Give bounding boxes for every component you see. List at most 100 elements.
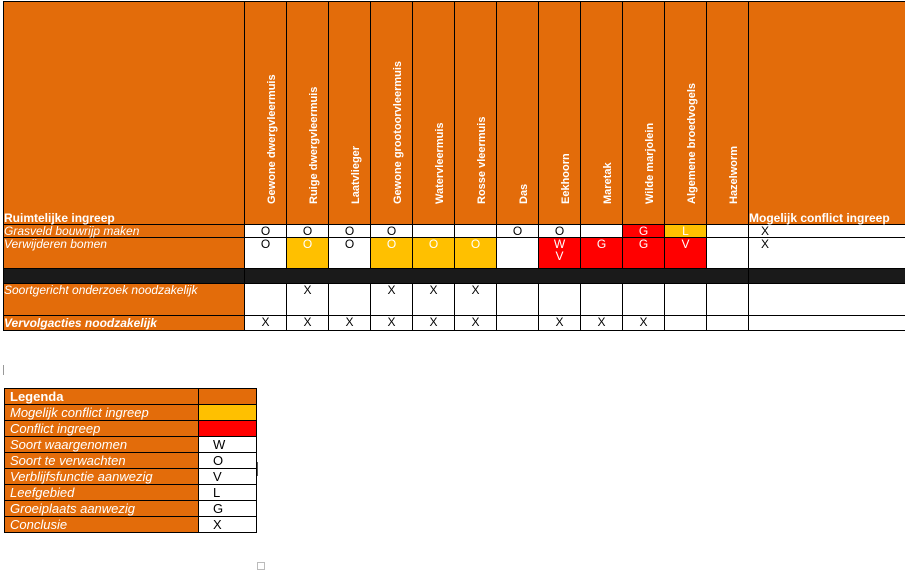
legend-value: G: [198, 500, 257, 517]
species-label: Eekhoorn: [559, 153, 572, 204]
table-cell: O: [286, 224, 329, 238]
legend-value: W: [198, 436, 257, 453]
table-cell: [580, 283, 623, 316]
table-cell: [706, 237, 749, 269]
header-species-1: Gewone dwergvleermuis: [244, 1, 287, 225]
species-label: Das: [517, 183, 530, 204]
legend-row: Conflict ingreep: [4, 420, 257, 437]
table-cell: X: [622, 315, 665, 331]
table-cell: X: [286, 283, 329, 316]
header-species-10: Wilde marjolein: [622, 1, 665, 225]
header-species-3: Laatvlieger: [328, 1, 371, 225]
table-cell: O: [328, 237, 371, 269]
table-row: Verwijderen bomen O O O O O O W V G G V …: [3, 237, 905, 269]
table-cell: [706, 224, 749, 238]
separator-cell: [3, 268, 245, 284]
legend-label: Soort te verwachten: [4, 452, 199, 469]
table-cell: X: [370, 315, 413, 331]
legend-label: Conclusie: [4, 516, 199, 533]
legend-header-row: Legenda: [4, 388, 257, 405]
table-cell: X: [286, 315, 329, 331]
table-cell: X: [454, 283, 497, 316]
table-cell: L: [664, 224, 707, 238]
header-species-9: Maretak: [580, 1, 623, 225]
table-cell: X: [370, 283, 413, 316]
table-row: Soortgericht onderzoek noodzakelijk X X …: [3, 283, 905, 316]
table-row: Vervolgacties noodzakelijk X X X X X X X…: [3, 315, 905, 331]
species-label: Laatvlieger: [349, 145, 362, 204]
legend-label: Soort waargenomen: [4, 436, 199, 453]
separator-row: [3, 268, 905, 284]
table-cell: X: [412, 283, 455, 316]
legend-label: Mogelijk conflict ingreep: [4, 404, 199, 421]
table-cell: [454, 224, 497, 238]
table-cell: [496, 315, 539, 331]
species-label: Ruige dwergvleermuis: [307, 86, 320, 204]
table-cell: [706, 315, 749, 331]
table-cell: O: [496, 224, 539, 238]
table-cell: [328, 283, 371, 316]
table-cell: O: [286, 237, 329, 269]
separator-cell: [244, 268, 749, 284]
table-cell: [664, 283, 707, 316]
legend-row: Verblijfsfunctie aanwezig V: [4, 468, 257, 485]
table-cell: [412, 224, 455, 238]
species-label: Watervleermuis: [433, 122, 446, 204]
header-mogelijk-conflict: Mogelijk conflict ingreep: [748, 1, 905, 225]
conclusion-cell: X: [748, 237, 905, 269]
species-label: Gewone dwergvleermuis: [265, 74, 278, 204]
legend-row: Mogelijk conflict ingreep: [4, 404, 257, 421]
species-label: Gewone grootoorvleermuis: [391, 60, 404, 204]
table-cell: O: [370, 237, 413, 269]
legend-title-spacer: [198, 388, 257, 405]
legend-label: Leefgebied: [4, 484, 199, 501]
header-ruimtelijke-ingreep: Ruimtelijke ingreep: [3, 1, 245, 225]
table-cell: G: [622, 224, 665, 238]
row-label: Grasveld bouwrijp maken: [3, 224, 245, 238]
table-cell: O: [538, 224, 581, 238]
header-species-4: Gewone grootoorvleermuis: [370, 1, 413, 225]
table-cell: X: [538, 315, 581, 331]
header-species-2: Ruige dwergvleermuis: [286, 1, 329, 225]
legend-row: Conclusie X: [4, 516, 257, 533]
species-label: Wilde marjolein: [643, 122, 656, 204]
legend-label: Verblijfsfunctie aanwezig: [4, 468, 199, 485]
table-cell: [496, 283, 539, 316]
legend-row: Leefgebied L: [4, 484, 257, 501]
legend-label: Groeiplaats aanwezig: [4, 500, 199, 517]
legend-value: L: [198, 484, 257, 501]
table-cell: [664, 315, 707, 331]
row-label: Soortgericht onderzoek noodzakelijk: [3, 283, 245, 316]
table-cell: O: [412, 237, 455, 269]
table-cell: O: [370, 224, 413, 238]
legend-value: V: [198, 468, 257, 485]
table-cell: [706, 283, 749, 316]
table-cell: G: [580, 237, 623, 269]
table-cell: X: [580, 315, 623, 331]
table-cell: O: [328, 224, 371, 238]
table-cell: W V: [538, 237, 581, 269]
legend-swatch-yellow: [198, 404, 257, 421]
row-label: Verwijderen bomen: [3, 237, 245, 269]
table-edge-mark: [257, 462, 258, 476]
impact-matrix-table: Ruimtelijke ingreep Gewone dwergvleermui…: [3, 1, 905, 331]
species-label: Maretak: [601, 162, 614, 204]
row-label: Vervolgacties noodzakelijk: [3, 315, 245, 331]
legend-label: Conflict ingreep: [4, 420, 199, 437]
conclusion-cell: X: [748, 224, 905, 238]
table-cell: V: [664, 237, 707, 269]
header-species-5: Watervleermuis: [412, 1, 455, 225]
table-cell: X: [412, 315, 455, 331]
table-cell: O: [454, 237, 497, 269]
legend-row: Groeiplaats aanwezig G: [4, 500, 257, 517]
table-cell: X: [244, 315, 287, 331]
table-cell: X: [454, 315, 497, 331]
legend-row: Soort te verwachten O: [4, 452, 257, 469]
table-cell: O: [244, 237, 287, 269]
table-cell: [496, 237, 539, 269]
species-label: Hazelworm: [727, 145, 740, 204]
species-label: Rosse vleermuis: [475, 116, 488, 204]
table-cell: O: [244, 224, 287, 238]
header-species-6: Rosse vleermuis: [454, 1, 497, 225]
table-resize-handle[interactable]: [257, 562, 265, 570]
